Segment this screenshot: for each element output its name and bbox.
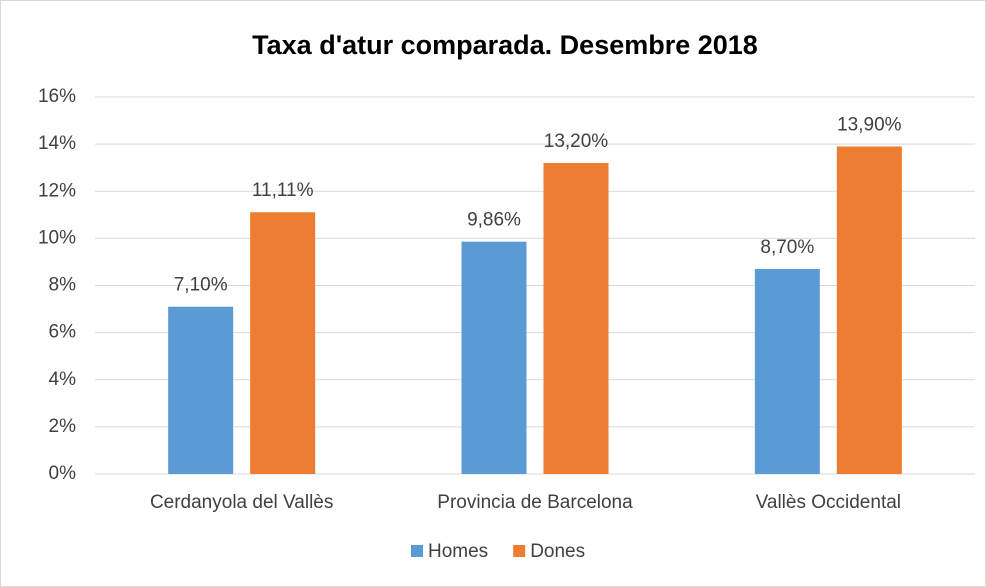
data-label: 13,90% [837, 114, 902, 135]
bar [543, 162, 609, 474]
data-label: 7,10% [174, 275, 228, 296]
x-tick-label: Vallès Occidental [756, 492, 901, 513]
y-tick-label: 14% [38, 133, 76, 154]
chart-title: Taxa d'atur comparada. Desembre 2018 [252, 30, 758, 60]
legend-label: Dones [530, 541, 585, 562]
data-label: 11,11% [252, 180, 314, 201]
y-tick-label: 2% [49, 416, 77, 437]
y-tick-label: 10% [38, 227, 76, 248]
y-tick-label: 12% [38, 180, 76, 201]
y-tick-label: 16% [38, 86, 76, 107]
bar [461, 241, 527, 474]
bar [754, 269, 820, 474]
y-tick-label: 4% [49, 369, 77, 390]
data-label: 13,20% [544, 131, 609, 152]
x-tick-label: Provincia de Barcelona [437, 492, 633, 513]
bar [836, 146, 902, 474]
y-tick-label: 8% [49, 275, 77, 296]
legend-label: Homes [428, 541, 488, 562]
legend-swatch [513, 545, 526, 557]
bar [250, 212, 316, 474]
bar [168, 306, 234, 474]
y-tick-label: 6% [49, 322, 77, 343]
data-label: 8,70% [760, 237, 814, 258]
y-tick-label: 0% [49, 463, 77, 484]
data-label: 9,86% [467, 210, 521, 231]
x-tick-label: Cerdanyola del Vallès [150, 492, 333, 513]
legend-swatch [411, 545, 423, 557]
